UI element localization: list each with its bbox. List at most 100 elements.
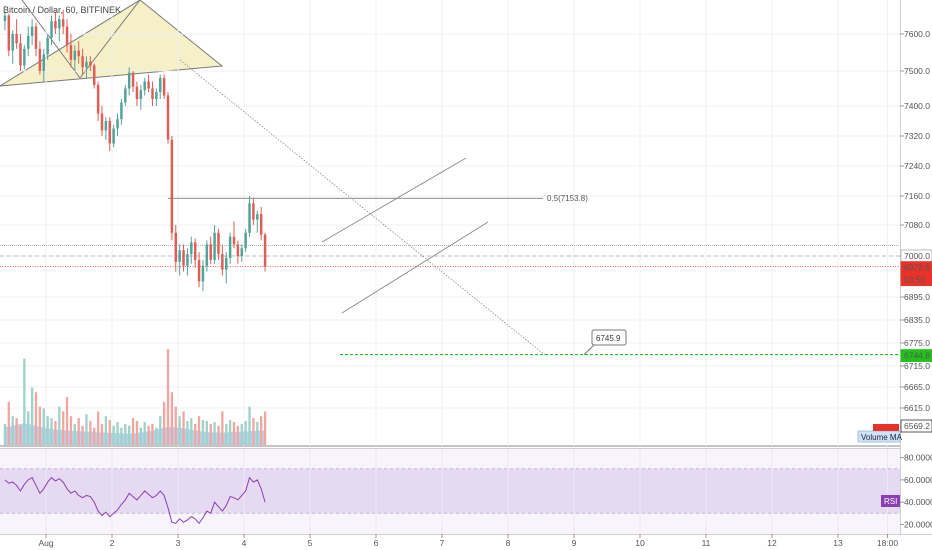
volume-bar (62, 411, 65, 445)
countdown-badge-box (900, 273, 932, 287)
candle-body (92, 65, 96, 85)
candle-body (209, 244, 212, 260)
candle-body (38, 48, 42, 71)
candle-body (11, 34, 14, 51)
target-badge-text: 6744.8 (904, 351, 930, 361)
volume-bar (155, 427, 158, 445)
candle-body (232, 236, 236, 245)
chart-title: Bitcoin / Dollar, 60, BITFINEK (3, 5, 121, 15)
volume-bar (96, 411, 100, 445)
target-callout[interactable]: 6745.9 (583, 329, 627, 355)
volume-bar (116, 421, 119, 445)
volume-bar (170, 392, 174, 445)
volume-bar (197, 416, 201, 445)
candles (3, 9, 267, 292)
volume-bar (151, 423, 154, 445)
price-badges: 7000.0 6972.8 03:50 6744.8 6569.2 (900, 249, 932, 433)
candle-body (248, 203, 251, 233)
candle-body (143, 81, 146, 91)
volume-bar (34, 392, 38, 445)
volume-bar (15, 418, 18, 445)
candle-body (236, 244, 240, 256)
time-tick-label: 2 (110, 538, 115, 548)
candle-body (155, 92, 158, 99)
candle-body (213, 232, 216, 260)
time-axis: Aug 2 3 4 5 6 7 8 9 10 11 12 13 18:00 (38, 534, 898, 548)
volume-bar (244, 421, 247, 445)
channel-upper-line (321, 157, 467, 243)
candle-body (19, 43, 22, 66)
volume-bar (159, 416, 162, 445)
candle-body (26, 35, 30, 49)
descending-trendline (179, 59, 546, 356)
target-callout-label: 6745.9 (596, 334, 621, 343)
countdown-badge-text: 03:50 (904, 275, 926, 285)
candle-body (166, 95, 170, 140)
time-tick-label: 10 (635, 538, 645, 548)
volume-bar (89, 421, 92, 445)
candle-body (151, 88, 154, 99)
volume-bar (104, 416, 108, 445)
candle-body (77, 50, 80, 57)
level-7000-badge-text: 7000.0 (904, 251, 930, 261)
volume-bar (73, 423, 76, 445)
candle-body (240, 248, 244, 256)
candle-body (201, 265, 205, 282)
candle-body (252, 203, 255, 220)
volume-bar (201, 420, 205, 445)
candle-body (30, 26, 34, 36)
time-tick-label: 3 (176, 538, 181, 548)
rsi-line (4, 476, 266, 525)
price-tick-label: 6895.0 (904, 292, 930, 302)
volume-bar (263, 411, 267, 445)
volume-bar (147, 425, 150, 445)
candle-body (162, 78, 166, 96)
volume-bar (213, 421, 216, 445)
volume-bar (240, 423, 243, 445)
trend-drawings[interactable] (179, 59, 546, 356)
candle-body (147, 81, 150, 89)
candle-body (197, 259, 201, 282)
candle-body (221, 254, 224, 270)
candle-body (182, 250, 185, 266)
candle-body (170, 139, 174, 233)
candle-body (23, 48, 26, 66)
rsi-band (0, 468, 900, 514)
time-tick-label: 8 (506, 538, 511, 548)
candle-body (69, 45, 73, 60)
volume-bar (221, 411, 224, 445)
price-tick-label: 7600.0 (904, 29, 930, 39)
candle-body (120, 102, 123, 120)
candle-body (263, 234, 267, 267)
candle-body (135, 86, 139, 99)
candle-body (224, 257, 228, 270)
volume-bar (186, 421, 189, 445)
candle-body (54, 21, 57, 29)
volume-bar (209, 423, 212, 445)
price-tick-label: 7080.0 (904, 220, 930, 230)
volume-bar (23, 358, 26, 445)
volume-bar (131, 418, 135, 445)
target-badge-box (900, 349, 932, 362)
candle-body (42, 54, 46, 71)
candle-body (81, 56, 84, 68)
triangle-pattern-line[interactable] (21, 0, 81, 79)
last-price-badge-text: 6972.8 (904, 263, 930, 273)
candle-body (65, 26, 69, 46)
volume-bar (93, 427, 96, 445)
candle-body (228, 236, 232, 258)
volume-bar (124, 423, 127, 445)
candle-body (259, 214, 263, 235)
rsi-plot (0, 468, 900, 525)
candle-body (73, 50, 77, 60)
volume-bar (128, 425, 131, 445)
volume-bar (232, 421, 236, 445)
triangle-pattern-fill[interactable] (0, 0, 224, 87)
candle-body (139, 90, 143, 99)
channel-lower-line (341, 221, 489, 314)
candle-body (104, 121, 108, 131)
candle-body (124, 88, 127, 103)
volume-bar (65, 397, 69, 445)
time-tick-label: 11 (702, 538, 711, 548)
